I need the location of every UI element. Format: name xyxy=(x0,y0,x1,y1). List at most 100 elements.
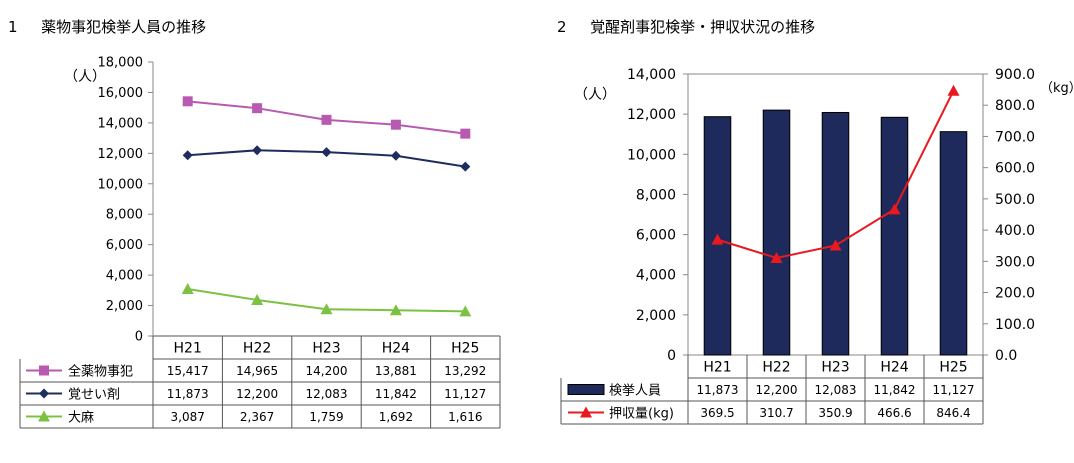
chart2-data-point xyxy=(947,84,960,96)
chart2-y2-tick-label: 200.0 xyxy=(995,286,1035,302)
chart2-y-tick-label: 10,000 xyxy=(627,147,676,163)
chart1-x-category-label: H23 xyxy=(312,341,340,357)
chart2-y-tick-label: 6,000 xyxy=(636,228,676,244)
chart1-legend-label: 全薬物事犯 xyxy=(68,364,133,380)
chart1-data-point xyxy=(460,128,471,139)
chart1-legend-marker xyxy=(39,388,49,399)
chart1-data-point xyxy=(251,293,264,305)
chart1-title-text: 薬物事犯検挙人員の推移 xyxy=(41,18,207,36)
chart1-table-value: 2,367 xyxy=(240,410,274,424)
chart2-y2-unit: （kg） xyxy=(1040,81,1074,96)
chart2-data-point xyxy=(888,203,901,215)
chart2-y2-tick-label: 0.0 xyxy=(995,348,1017,364)
chart1-y-tick-label: 6,000 xyxy=(106,238,143,253)
chart1-data-point xyxy=(182,96,193,107)
chart2-y2-tick-label: 100.0 xyxy=(995,317,1035,333)
chart1-table-value: 13,881 xyxy=(375,364,417,378)
chart2-y-tick-label: 4,000 xyxy=(636,268,676,284)
chart2-table-value: 310.7 xyxy=(759,406,793,420)
chart1-y-tick-label: 4,000 xyxy=(106,269,143,284)
chart2-table-value: 11,127 xyxy=(933,383,975,397)
chart2-table-value: 12,083 xyxy=(815,383,857,397)
chart1-x-category-label: H24 xyxy=(382,341,410,357)
chart1-data-point xyxy=(460,161,471,172)
chart2-y2-tick-label: 500.0 xyxy=(995,192,1035,208)
chart2-data-point xyxy=(829,239,842,251)
chart1-table-value: 11,127 xyxy=(444,387,486,401)
chart2-legend-label: 検挙人員 xyxy=(609,384,661,399)
chart1-data-point xyxy=(459,305,472,317)
chart1-table-value: 1,692 xyxy=(379,410,413,424)
chart2-legend-bar-swatch xyxy=(567,384,605,395)
chart1-y-tick-label: 14,000 xyxy=(98,116,144,131)
chart1-data-point xyxy=(181,283,194,295)
chart1-y-tick-label: 2,000 xyxy=(106,299,143,314)
chart1-data-point xyxy=(321,114,332,125)
chart2-y-tick-label: 14,000 xyxy=(627,67,676,83)
chart1-table-value: 15,417 xyxy=(167,364,209,378)
chart2-y-tick-label: 12,000 xyxy=(627,107,676,123)
chart1-table-value: 3,087 xyxy=(171,410,205,424)
chart2-x-category-label: H22 xyxy=(762,360,790,376)
chart2-data-point xyxy=(711,233,724,245)
chart1-data-point xyxy=(390,119,401,130)
chart1-table-value: 1,759 xyxy=(309,410,343,424)
chart1-legend-marker xyxy=(38,410,50,422)
chart1-number: 1 xyxy=(8,18,18,36)
chart1-data-point xyxy=(252,103,263,114)
chart1-y-tick-label: 10,000 xyxy=(98,177,144,192)
chart2-x-category-label: H21 xyxy=(703,360,731,376)
chart2-legend-marker xyxy=(580,406,592,418)
chart1-legend-label: 大麻 xyxy=(68,411,94,426)
chart1-y-tick-label: 16,000 xyxy=(98,86,144,101)
chart2-x-category-label: H25 xyxy=(939,360,967,376)
chart1-x-category-label: H22 xyxy=(243,341,271,357)
chart2-data-point xyxy=(770,251,783,263)
chart2-table-value: 466.6 xyxy=(877,406,911,420)
chart2-table-value: 12,200 xyxy=(756,383,798,397)
chart2-y-unit: （人） xyxy=(574,87,616,103)
chart1-y-tick-label: 12,000 xyxy=(98,147,144,162)
chart1-table-value: 11,842 xyxy=(375,387,417,401)
chart1-data-point xyxy=(321,147,332,158)
chart2-bar xyxy=(762,109,791,356)
chart2-x-category-label: H24 xyxy=(880,360,908,376)
chart1-table-value: 14,965 xyxy=(236,364,278,378)
chart1-legend-label: 覚せい剤 xyxy=(68,387,120,403)
chart1-table-value: 12,200 xyxy=(236,387,278,401)
chart2-y2-tick-label: 800.0 xyxy=(995,98,1035,114)
chart1-y-tick-label: 0 xyxy=(135,330,143,345)
chart2-table-value: 11,842 xyxy=(874,383,916,397)
chart2-title: 2 覚醒剤事犯検挙・押収状況の推移 xyxy=(557,16,815,37)
chart2-table-value: 369.5 xyxy=(700,406,734,420)
chart2-legend-label: 押収量(kg) xyxy=(609,407,674,422)
chart1-table-value: 12,083 xyxy=(306,387,348,401)
chart2-x-category-label: H23 xyxy=(821,360,849,376)
chart2-y-tick-label: 0 xyxy=(667,348,676,364)
chart2-y2-tick-label: 900.0 xyxy=(995,67,1035,83)
chart1-data-point xyxy=(252,145,263,156)
chart2-number: 2 xyxy=(557,18,567,36)
chart1-title: 1 薬物事犯検挙人員の推移 xyxy=(8,16,206,37)
chart2-title-text: 覚醒剤事犯検挙・押収状況の推移 xyxy=(590,18,816,36)
chart1-y-tick-label: 8,000 xyxy=(106,208,143,223)
chart1-table-value: 13,292 xyxy=(444,364,486,378)
chart2-bar xyxy=(821,111,850,356)
chart1-data-point xyxy=(390,150,401,161)
chart1-table-value: 1,616 xyxy=(448,410,482,424)
chart1-data-point xyxy=(182,150,193,161)
chart2-table-value: 846.4 xyxy=(936,406,970,420)
chart1-y-tick-label: 18,000 xyxy=(98,56,144,71)
chart2-bar xyxy=(939,131,968,356)
chart1-table-value: 14,200 xyxy=(306,364,348,378)
chart1-table-value: 11,873 xyxy=(167,387,209,401)
chart2-bar xyxy=(880,116,909,356)
chart2-y2-tick-label: 600.0 xyxy=(995,161,1035,177)
chart1-data-point xyxy=(389,304,402,316)
chart2-y-tick-label: 2,000 xyxy=(636,308,676,324)
chart1-legend-marker xyxy=(39,365,49,376)
chart1-data-point xyxy=(320,303,333,315)
chart2-y2-tick-label: 300.0 xyxy=(995,254,1035,270)
